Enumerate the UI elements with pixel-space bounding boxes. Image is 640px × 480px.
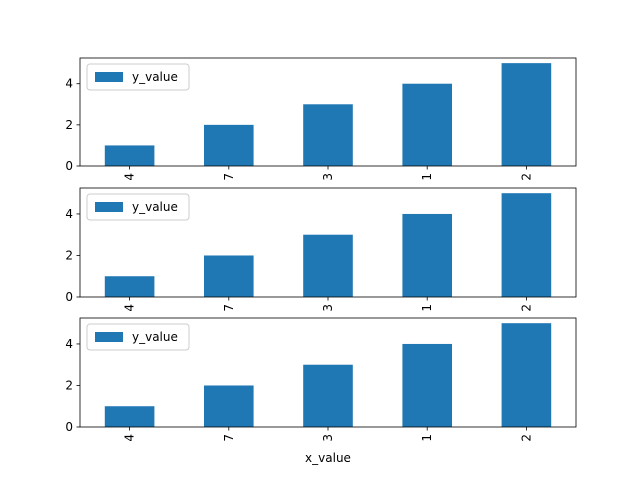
legend-box [86,323,190,351]
bar-4 [104,145,155,166]
x-tick-label: 2 [519,173,533,181]
y-tick-label: 0 [65,159,73,173]
x-tick-label: 4 [123,173,137,181]
y-tick-label: 2 [65,118,73,132]
legend: y_value [86,63,190,91]
legend-box [86,63,190,91]
x-tick-label: 4 [123,434,137,442]
x-tick-label: 2 [519,304,533,312]
y-tick-label: 4 [65,337,73,351]
subplot-1: 0 2 4 4 7 3 1 2 y_value [65,57,577,181]
legend-label: y_value [132,330,178,344]
bar-3 [303,234,353,297]
x-tick-label: 7 [222,173,236,181]
y-tick-label: 2 [65,378,73,392]
y-tick-label: 2 [65,248,73,262]
x-tick-label: 2 [519,434,533,442]
bar-2 [501,63,552,167]
legend-box [86,193,190,221]
bar-3 [303,104,353,166]
legend-label: y_value [132,200,178,214]
x-tick-label: 3 [321,304,335,312]
bar-2 [501,323,552,427]
bar-3 [303,364,353,427]
subplot-2: 0 2 4 4 7 3 1 2 y_value [65,187,577,312]
x-axis-title: x_value [305,451,351,465]
bar-4 [104,276,155,297]
legend-swatch [95,72,123,82]
bar-7 [204,124,254,166]
y-tick-label: 4 [65,207,73,221]
y-tick-label: 4 [65,77,73,91]
y-tick-label: 0 [65,420,73,434]
y-tick-label: 0 [65,290,73,304]
x-tick-label: 1 [420,173,434,181]
bar-1 [402,213,452,297]
subplot-3: 0 2 4 4 7 3 1 2 y_value x_value [65,317,577,465]
x-tick-label: 1 [420,434,434,442]
x-tick-label: 3 [321,434,335,442]
legend-label: y_value [132,70,178,84]
x-tick-label: 7 [222,304,236,312]
x-tick-label: 1 [420,304,434,312]
x-tick-label: 4 [123,304,137,312]
x-tick-label: 7 [222,434,236,442]
subplots: 0 2 4 4 7 3 1 2 y_value 0 2 4 4 7 3 1 2 y_value 0 2 4 4 7 3 1 2 y_… [65,57,577,465]
bar-1 [402,83,452,166]
bar-7 [204,255,254,297]
bar-7 [204,385,254,427]
legend: y_value [86,323,190,351]
legend-swatch [95,332,123,342]
bar-2 [501,193,552,297]
legend: y_value [86,193,190,221]
x-tick-label: 3 [321,173,335,181]
bar-1 [402,343,452,427]
legend-swatch [95,202,123,212]
bar-4 [104,406,155,427]
